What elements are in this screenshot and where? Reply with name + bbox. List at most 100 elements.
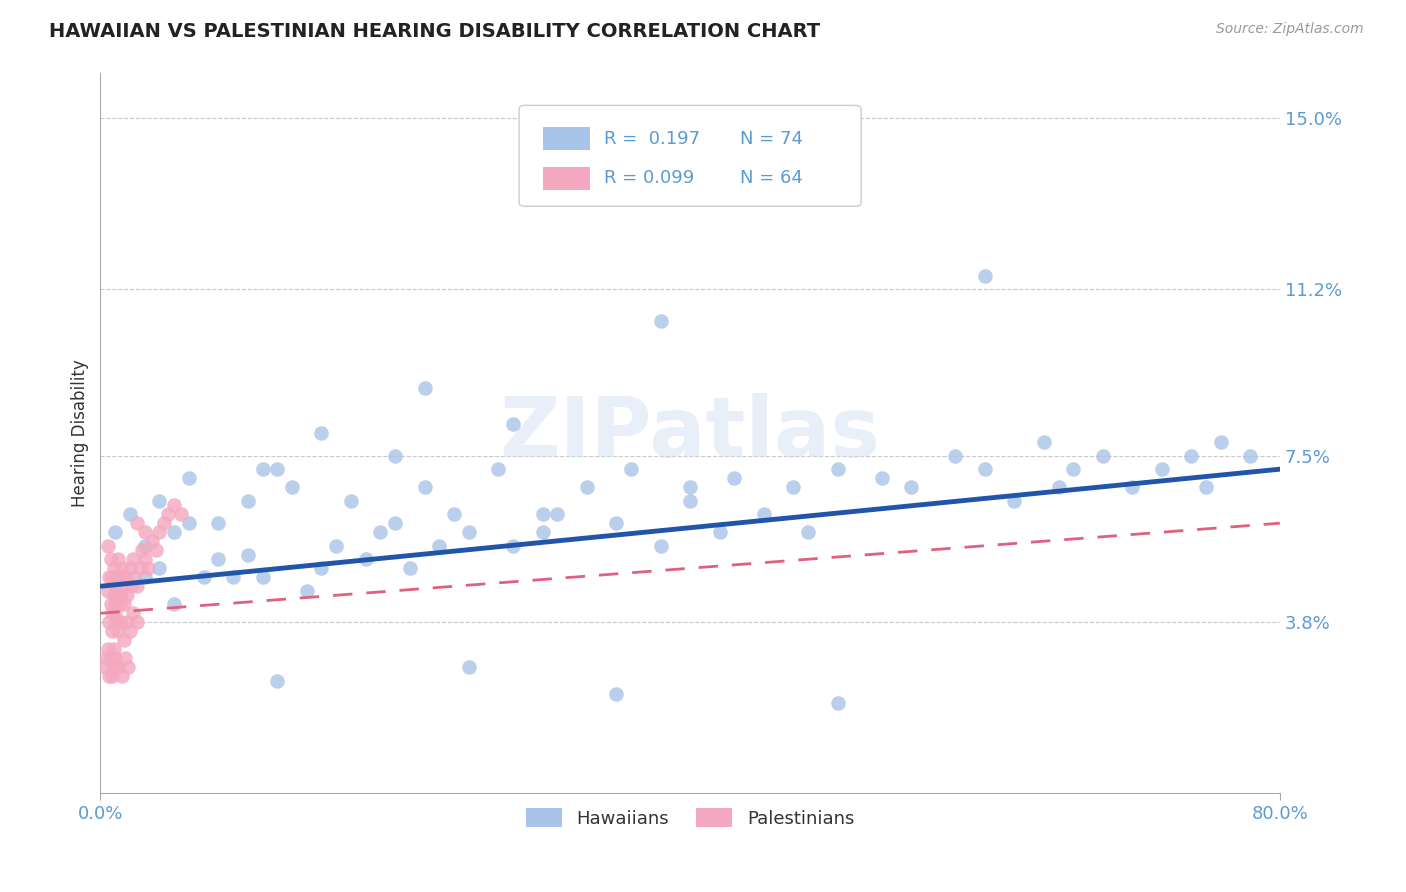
Point <box>100 651 122 665</box>
Point <box>177 471 200 485</box>
Point <box>340 493 363 508</box>
Point <box>384 449 406 463</box>
Point <box>121 552 143 566</box>
Text: N = 64: N = 64 <box>740 169 803 187</box>
Point <box>101 607 124 621</box>
Point <box>295 583 318 598</box>
Point <box>782 480 804 494</box>
Point <box>531 525 554 540</box>
Point <box>384 516 406 531</box>
Point <box>103 660 125 674</box>
Point <box>107 552 129 566</box>
Point <box>148 493 170 508</box>
Point <box>112 597 135 611</box>
Point <box>1209 435 1232 450</box>
Point <box>108 570 131 584</box>
Point <box>134 570 156 584</box>
Point <box>605 687 627 701</box>
Point <box>650 539 672 553</box>
Point <box>429 539 451 553</box>
Point <box>974 268 997 283</box>
Point <box>114 570 136 584</box>
Point <box>797 525 820 540</box>
Point <box>502 417 524 432</box>
Point <box>236 548 259 562</box>
Point <box>207 552 229 566</box>
Point <box>502 539 524 553</box>
Point <box>97 583 120 598</box>
Text: HAWAIIAN VS PALESTINIAN HEARING DISABILITY CORRELATION CHART: HAWAIIAN VS PALESTINIAN HEARING DISABILI… <box>49 22 820 41</box>
Point <box>112 633 135 648</box>
Point <box>96 651 118 665</box>
Point <box>974 462 997 476</box>
Point <box>148 525 170 540</box>
Point <box>148 561 170 575</box>
Point <box>1047 480 1070 494</box>
Point <box>127 579 149 593</box>
Point <box>170 507 193 521</box>
Point <box>104 607 127 621</box>
Point <box>157 507 180 521</box>
Point <box>145 543 167 558</box>
Point <box>252 462 274 476</box>
Point <box>118 561 141 575</box>
Point <box>311 426 333 441</box>
Point <box>443 507 465 521</box>
Point <box>252 570 274 584</box>
Point <box>134 539 156 553</box>
Point <box>650 313 672 327</box>
Point <box>117 660 139 674</box>
Point <box>266 673 288 688</box>
Point <box>236 493 259 508</box>
Point <box>679 493 702 508</box>
Point <box>118 507 141 521</box>
Point <box>827 462 849 476</box>
Point <box>370 525 392 540</box>
Point <box>163 525 186 540</box>
Point <box>103 642 125 657</box>
Point <box>134 525 156 540</box>
Point <box>1180 449 1202 463</box>
Point <box>103 561 125 575</box>
Point <box>110 588 132 602</box>
Point <box>193 570 215 584</box>
Point <box>114 651 136 665</box>
Point <box>900 480 922 494</box>
Point <box>605 516 627 531</box>
Point <box>723 471 745 485</box>
Point <box>104 579 127 593</box>
Point <box>222 570 245 584</box>
Point <box>399 561 422 575</box>
Point <box>127 615 149 630</box>
Point <box>97 539 120 553</box>
Point <box>105 570 128 584</box>
Point <box>101 624 124 639</box>
Point <box>325 539 347 553</box>
Point <box>413 480 436 494</box>
Point <box>107 660 129 674</box>
Point <box>104 597 127 611</box>
Point <box>101 570 124 584</box>
Point <box>110 615 132 630</box>
Point <box>98 570 121 584</box>
Text: ZIPatlas: ZIPatlas <box>499 392 880 474</box>
Text: N = 74: N = 74 <box>740 129 803 147</box>
Point <box>413 381 436 395</box>
Point <box>98 669 121 683</box>
Point <box>97 642 120 657</box>
Point <box>1032 435 1054 450</box>
Point <box>100 552 122 566</box>
Point <box>111 669 134 683</box>
Point <box>1091 449 1114 463</box>
Point <box>101 669 124 683</box>
Point <box>1239 449 1261 463</box>
Point <box>870 471 893 485</box>
Point <box>575 480 598 494</box>
Point <box>103 588 125 602</box>
Legend: Hawaiians, Palestinians: Hawaiians, Palestinians <box>519 801 862 835</box>
Text: R =  0.197: R = 0.197 <box>605 129 700 147</box>
Point <box>115 588 138 602</box>
Point <box>141 534 163 549</box>
Point <box>311 561 333 575</box>
Point <box>1150 462 1173 476</box>
